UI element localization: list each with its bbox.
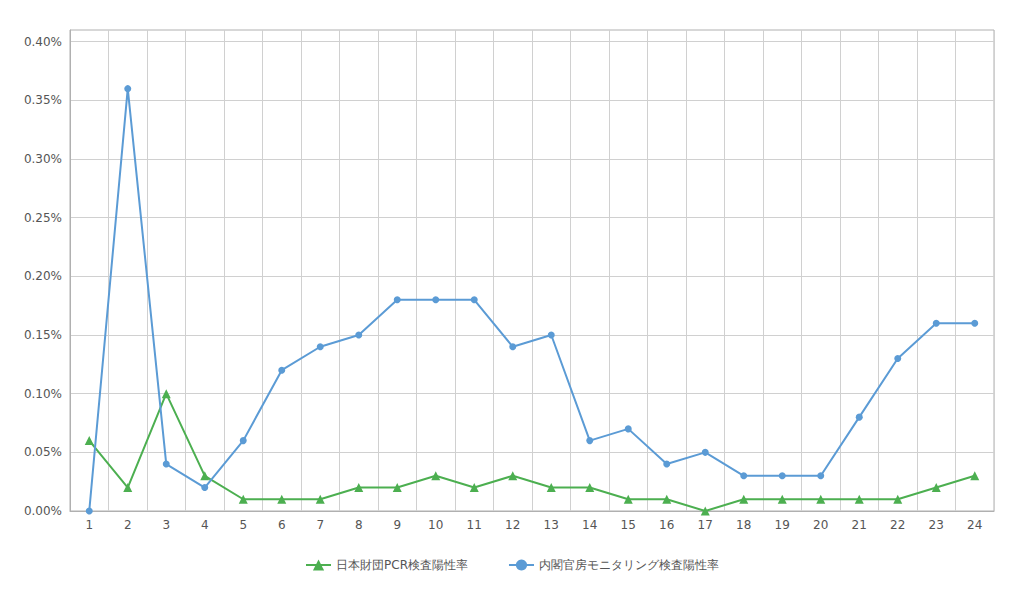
svg-text:3: 3 (162, 518, 170, 532)
svg-text:20: 20 (813, 518, 828, 532)
svg-text:0.00%: 0.00% (24, 504, 62, 518)
svg-text:13: 13 (544, 518, 559, 532)
svg-text:0.30%: 0.30% (24, 152, 62, 166)
svg-text:0.25%: 0.25% (24, 211, 62, 225)
svg-text:1: 1 (85, 518, 93, 532)
svg-text:4: 4 (201, 518, 209, 532)
svg-text:23: 23 (929, 518, 944, 532)
svg-text:0.20%: 0.20% (24, 269, 62, 283)
svg-text:16: 16 (659, 518, 674, 532)
svg-text:9: 9 (393, 518, 401, 532)
svg-text:15: 15 (621, 518, 636, 532)
svg-text:8: 8 (355, 518, 363, 532)
svg-text:6: 6 (278, 518, 286, 532)
svg-text:0.35%: 0.35% (24, 93, 62, 107)
svg-text:14: 14 (582, 518, 597, 532)
svg-text:内閣官房モニタリング検査陽性率: 内閣官房モニタリング検査陽性率 (539, 558, 719, 572)
svg-text:日本財団PCR検査陽性率: 日本財団PCR検査陽性率 (336, 558, 468, 572)
svg-text:21: 21 (852, 518, 867, 532)
svg-text:24: 24 (967, 518, 982, 532)
svg-text:22: 22 (890, 518, 905, 532)
svg-text:12: 12 (505, 518, 520, 532)
svg-text:11: 11 (467, 518, 482, 532)
svg-text:10: 10 (428, 518, 443, 532)
svg-text:5: 5 (239, 518, 247, 532)
svg-text:2: 2 (124, 518, 132, 532)
svg-text:0.15%: 0.15% (24, 328, 62, 342)
svg-text:18: 18 (736, 518, 751, 532)
svg-text:19: 19 (775, 518, 790, 532)
svg-text:17: 17 (698, 518, 713, 532)
svg-text:0.05%: 0.05% (24, 445, 62, 459)
svg-text:7: 7 (316, 518, 324, 532)
svg-text:0.10%: 0.10% (24, 387, 62, 401)
svg-text:0.40%: 0.40% (24, 35, 62, 49)
